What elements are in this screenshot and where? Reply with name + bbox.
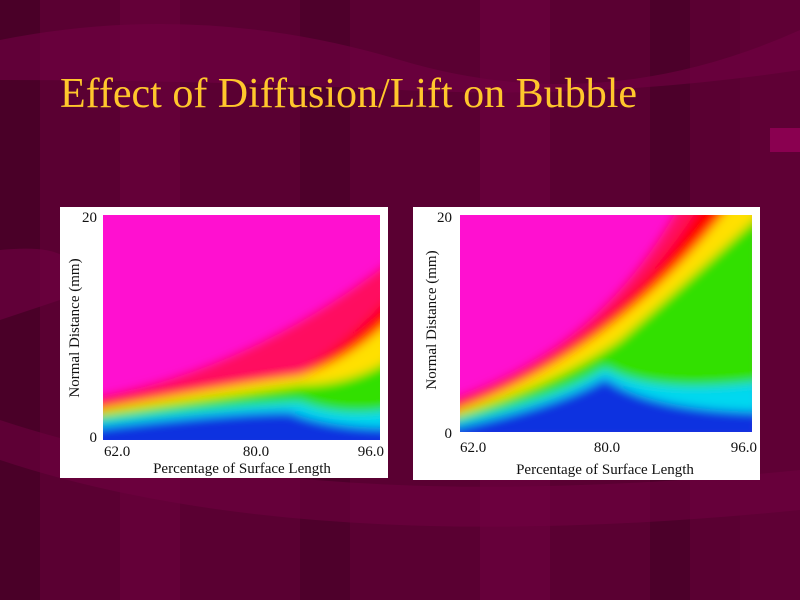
x-tick-label: 96.0: [731, 440, 757, 456]
x-axis-label: Percentage of Surface Length: [153, 461, 331, 477]
slide-title: Effect of Diffusion/Lift on Bubble: [60, 71, 637, 117]
y-axis-label: Normal Distance (mm): [424, 250, 440, 389]
y-tick-label: 20: [437, 210, 452, 226]
x-tick-label: 62.0: [104, 444, 130, 460]
x-tick-label: 62.0: [460, 440, 486, 456]
x-tick-label: 80.0: [243, 444, 269, 460]
panel: 20 0 62.0 80.0 96.0 Percentage of Surfac…: [413, 207, 760, 480]
y-axis-label: Normal Distance (mm): [67, 258, 83, 397]
y-tick-label: 0: [90, 430, 98, 446]
x-tick-label: 80.0: [594, 440, 620, 456]
contour-field: [460, 215, 752, 432]
x-axis-label: Percentage of Surface Length: [516, 462, 694, 478]
panel: 20 0 62.0 80.0 96.0 Percentage of Surfac…: [60, 207, 388, 478]
contour-field: [103, 215, 380, 440]
y-tick-label: 20: [82, 210, 97, 226]
x-tick-label: 96.0: [358, 444, 384, 460]
y-tick-label: 0: [445, 426, 453, 442]
